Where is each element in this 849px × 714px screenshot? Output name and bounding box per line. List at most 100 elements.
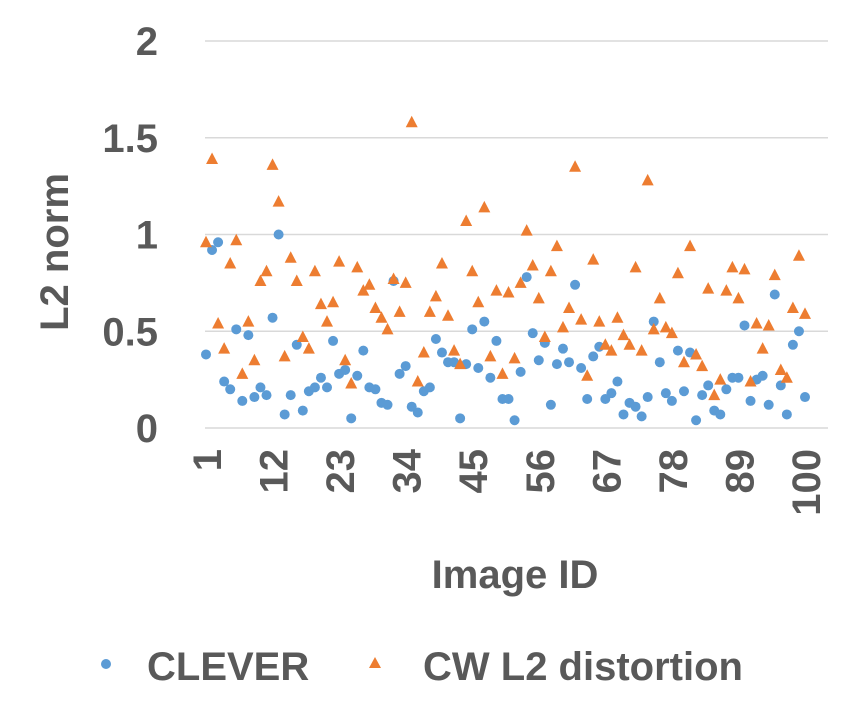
series-cw-l2-distortion [200, 115, 811, 401]
cw-l2-point [520, 224, 533, 236]
cw-l2-point [750, 317, 763, 329]
cw-l2-point [690, 347, 703, 360]
clever-point [424, 382, 435, 393]
cw-l2-point [629, 260, 642, 273]
cw-l2-point [617, 328, 630, 341]
cw-l2-point [314, 297, 327, 310]
clever-point [545, 399, 556, 410]
clever-point [279, 409, 290, 420]
cw-l2-point [345, 376, 358, 389]
clever-point [436, 347, 447, 358]
cw-l2-point [611, 311, 624, 323]
cw-l2-point [635, 344, 648, 356]
clever-point [346, 413, 357, 424]
clever-point [564, 357, 575, 368]
clever-point [467, 324, 478, 335]
cw-l2-point [236, 367, 249, 379]
cw-l2-point [786, 301, 799, 314]
cw-l2-point [714, 373, 727, 385]
clever-point [503, 393, 514, 404]
clever-point [315, 372, 326, 383]
clever-point [606, 388, 617, 399]
clever-point [733, 372, 744, 383]
cw-l2-point [677, 355, 690, 368]
clever-point [219, 376, 230, 387]
clever-point [412, 407, 423, 418]
cw-l2-point [339, 353, 352, 366]
cw-l2-point [369, 301, 382, 314]
cw-l2-point [696, 359, 709, 372]
cw-l2-point [423, 305, 436, 317]
cw-l2-point [732, 291, 745, 304]
clever-point [249, 392, 260, 403]
y-tick-label: 0 [136, 407, 158, 451]
cw-l2-point [593, 315, 606, 327]
clever-point [793, 326, 804, 337]
cw-l2-point [435, 257, 448, 269]
clever-point [781, 409, 792, 420]
clever-point [636, 411, 647, 422]
clever-point [630, 401, 641, 412]
clever-point [533, 355, 544, 366]
cw-l2-point [587, 253, 600, 265]
clever-point [551, 359, 562, 370]
cw-l2-point [563, 301, 576, 314]
clever-point [255, 382, 266, 393]
cw-l2-point [665, 326, 678, 339]
clever-point [201, 349, 211, 360]
clever-point [721, 384, 732, 395]
cw-l2-point [768, 268, 781, 281]
x-axis-tick-labels: 1 12 23 34 45 56 67 78 89 100 [186, 448, 829, 515]
cw-l2-point [478, 200, 491, 213]
cw-l2-point [702, 282, 715, 294]
cw-l2-point [290, 274, 303, 286]
clever-point [739, 320, 750, 331]
gridlines [205, 40, 828, 429]
clever-point [557, 343, 568, 354]
clever-point [515, 366, 526, 377]
cw-l2-point [762, 318, 775, 331]
clever-point [370, 384, 381, 395]
x-tick-label: 45 [452, 449, 496, 494]
cw-l2-point [605, 344, 618, 356]
cw-l2-point [708, 388, 721, 401]
clever-point [654, 357, 665, 368]
cw-l2-point [792, 249, 805, 261]
cw-l2-point [212, 317, 225, 329]
clever-point [213, 237, 224, 248]
cw-l2-point [230, 233, 243, 246]
clever-point [243, 330, 254, 341]
clever-point [769, 289, 780, 300]
cw-l2-point [774, 363, 787, 375]
clever-point [642, 392, 653, 403]
cw-l2-point [254, 274, 267, 286]
y-tick-label: 0.5 [102, 310, 158, 354]
clever-point [691, 415, 702, 426]
cw-l2-point [502, 286, 515, 298]
cw-l2-point [218, 342, 231, 354]
cw-l2-point [756, 342, 769, 354]
y-tick-label: 2 [136, 20, 158, 64]
clever-point [576, 363, 587, 374]
cw-l2-point [575, 313, 588, 325]
cw-l2-point [641, 173, 654, 186]
clever-point [666, 395, 677, 406]
cw-l2-point [466, 264, 479, 277]
cw-l2-point [490, 284, 503, 296]
cw-l2-point [738, 262, 751, 275]
clever-point [485, 372, 496, 383]
x-tick-label: 56 [519, 449, 563, 494]
clever-point [309, 382, 320, 393]
cw-l2-point [508, 351, 521, 364]
clever-point [273, 229, 284, 240]
clever-point [763, 399, 774, 410]
clever-point [358, 345, 369, 356]
clever-point [660, 388, 671, 399]
clever-point [703, 380, 714, 391]
cw-l2-point [429, 289, 442, 302]
cw-l2-point [526, 258, 539, 271]
y-tick-label: 1 [136, 214, 158, 258]
cw-l2-point [720, 284, 733, 296]
clever-point [618, 409, 629, 420]
clever-point [697, 390, 708, 401]
